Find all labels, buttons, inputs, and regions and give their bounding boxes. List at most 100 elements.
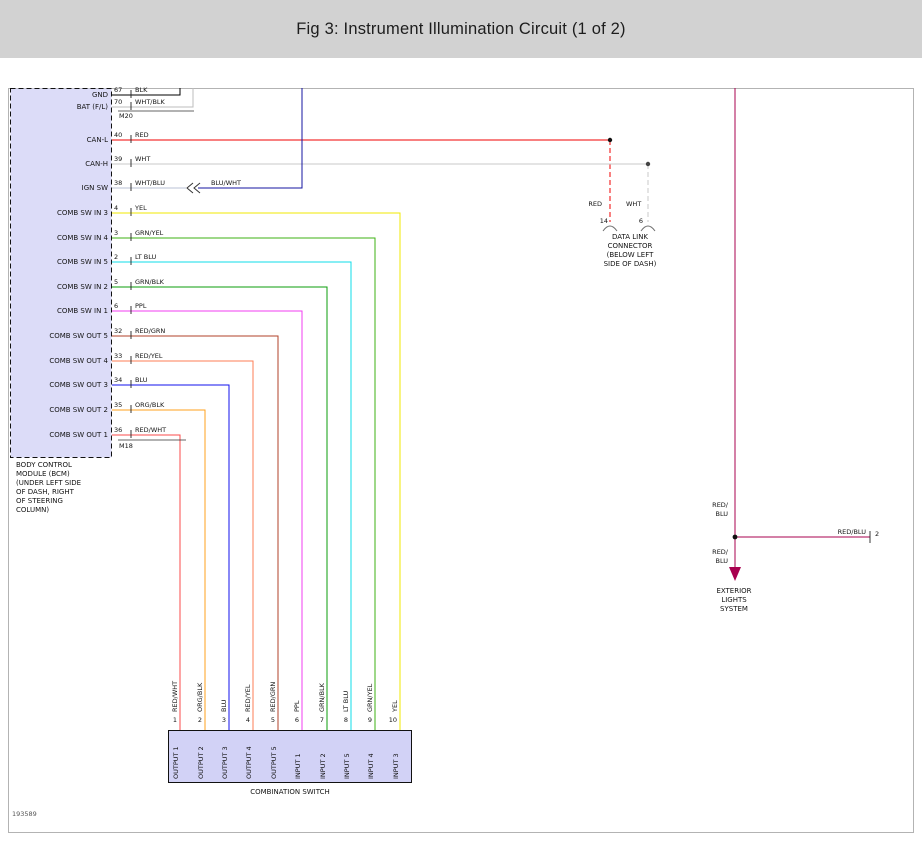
- wire-comb-sw-out5-red-grn: [112, 335, 279, 730]
- bcm-pin-number: 32: [114, 327, 123, 335]
- dlc-wire-red: RED: [588, 200, 602, 208]
- wire-label-after-connector: BLU/WHT: [211, 179, 241, 187]
- bcm-signal-comb-sw-in-2: COMB SW IN 2: [56, 283, 108, 291]
- bcm-pin-number: 2: [114, 253, 119, 261]
- bcm-signal-comb-sw-in-3: COMB SW IN 3: [56, 209, 108, 217]
- switch-terminal-name: OUTPUT 2: [197, 746, 205, 779]
- switch-pin-number: 8: [343, 716, 348, 724]
- red-blu-label-lower: RED/: [712, 548, 728, 556]
- figure-title: Fig 3: Instrument Illumination Circuit (…: [296, 19, 626, 38]
- bcm-pin-number: 6: [114, 302, 119, 310]
- bcm-connector-m18: M18: [119, 442, 133, 450]
- wire-label: WHT/BLK: [135, 98, 165, 106]
- switch-terminal-name: OUTPUT 5: [270, 746, 278, 779]
- combination-switch-box: [168, 730, 412, 783]
- bcm-signal-comb-sw-in-1: COMB SW IN 1: [56, 307, 108, 315]
- exterior-lights-caption-line: EXTERIOR: [716, 587, 752, 595]
- switch-terminal-name: OUTPUT 3: [221, 746, 229, 779]
- red-blu-label-lower: BLU: [715, 557, 728, 565]
- red-blu-label-upper: BLU: [715, 510, 728, 518]
- bcm-signal-comb-sw-out-3: COMB SW OUT 3: [49, 381, 108, 389]
- switch-pin-number: 3: [221, 716, 226, 724]
- drawing-number: 193589: [12, 810, 37, 818]
- dlc-wire-wht: WHT: [626, 200, 642, 208]
- wire-comb-sw-in1-ppl: [112, 310, 303, 730]
- switch-terminal-name: INPUT 4: [367, 753, 375, 779]
- connector-bracket-lines: [118, 110, 194, 441]
- switch-pin-number: 2: [197, 716, 202, 724]
- wire-label: BLK: [135, 86, 148, 94]
- bcm-connector-m20: M20: [119, 112, 133, 120]
- bcm-pin-number: 39: [114, 155, 123, 163]
- dlc-connector-arcs-icon: [602, 225, 656, 232]
- red-blu-label-upper: RED/: [712, 501, 728, 509]
- wire-label: RED/GRN: [135, 327, 166, 335]
- bcm-signal-comb-sw-out-4: COMB SW OUT 4: [49, 357, 108, 365]
- dlc-caption-line: (BELOW LEFT: [606, 251, 654, 259]
- bcm-caption-line: COLUMN): [16, 506, 50, 514]
- vertical-wire-label: YEL: [391, 700, 399, 712]
- bcm-pin-number: 5: [114, 278, 119, 286]
- wire-label: RED/WHT: [135, 426, 167, 434]
- bcm-signal-comb-sw-out-5: COMB SW OUT 5: [49, 332, 108, 340]
- vertical-wire-label: PPL: [293, 700, 301, 712]
- branch-wire-label: RED/BLU: [837, 528, 866, 536]
- switch-terminal-name: OUTPUT 1: [172, 746, 180, 779]
- bcm-caption-line: OF STEERING: [16, 497, 63, 505]
- bcm-caption-line: BODY CONTROL: [16, 461, 72, 469]
- title-bar: Fig 3: Instrument Illumination Circuit (…: [0, 0, 922, 58]
- bcm-signal-comb-sw-out-2: COMB SW OUT 2: [49, 406, 108, 414]
- wire-label: BLU: [135, 376, 148, 384]
- switch-pin-number: 10: [388, 716, 397, 724]
- bcm-signal-gnd: GND: [91, 91, 108, 99]
- bcm-signal-ign-sw: IGN SW: [81, 184, 108, 192]
- bcm-signal-comb-sw-in-5: COMB SW IN 5: [56, 258, 108, 266]
- switch-terminal-name: INPUT 5: [343, 753, 351, 779]
- bcm-pin-number: 3: [114, 229, 119, 237]
- junction-dot: [732, 534, 738, 540]
- wire-label: RED/YEL: [135, 352, 163, 360]
- wire-comb-sw-out3-blu: [112, 384, 230, 730]
- bcm-signal-can-l: CAN-L: [86, 136, 108, 144]
- bcm-pin-number: 36: [114, 426, 123, 434]
- bcm-caption-line: (UNDER LEFT SIDE: [16, 479, 82, 487]
- bcm-pin-number: 33: [114, 352, 123, 360]
- wire-label: YEL: [135, 204, 147, 212]
- switch-pin-number: 9: [367, 716, 372, 724]
- wire-comb-sw-out1-red-wht: [112, 434, 181, 730]
- switch-pin-number: 4: [245, 716, 250, 724]
- bcm-pin-number: 70: [114, 98, 123, 106]
- bcm-caption-line: OF DASH, RIGHT: [16, 488, 74, 496]
- bcm-pin-number: 4: [114, 204, 119, 212]
- switch-terminal-name: INPUT 3: [392, 753, 400, 779]
- wire-label: GRN/YEL: [135, 229, 164, 237]
- wire-comb-sw-in4-grn-yel: [112, 237, 376, 730]
- wire-label: WHT/BLU: [135, 179, 165, 187]
- junction-dot: [607, 137, 613, 143]
- wire-label: ORG/BLK: [135, 401, 165, 409]
- wire-comb-sw-in3-yel: [112, 212, 401, 730]
- wire-label: GRN/BLK: [135, 278, 164, 286]
- wire-comb-sw-out2-org-blk: [112, 409, 206, 730]
- vertical-wire-label: RED/YEL: [244, 684, 252, 712]
- wire-ign-sw-blu-wht: [198, 88, 303, 189]
- diagram-frame: [8, 88, 914, 833]
- bcm-box: [10, 88, 112, 458]
- wire-label: RED: [135, 131, 149, 139]
- dlc-caption-line: SIDE OF DASH): [603, 260, 657, 268]
- vertical-wire-label: ORG/BLK: [196, 682, 204, 712]
- vertical-wire-label: GRN/BLK: [318, 683, 326, 712]
- vertical-wire-label: LT BLU: [342, 690, 350, 712]
- wire-comb-sw-in2-grn-blk: [112, 286, 328, 730]
- wire-comb-sw-out4-red-yel: [112, 360, 254, 730]
- combination-switch-label: COMBINATION SWITCH: [250, 788, 330, 796]
- wire-label: PPL: [135, 302, 147, 310]
- dlc-caption-line: DATA LINK: [611, 233, 649, 241]
- bcm-pin-number: 67: [114, 86, 123, 94]
- wire-gnd-blk: [112, 88, 181, 96]
- branch-pin-number: 2: [875, 530, 880, 538]
- vertical-wire-label: GRN/YEL: [366, 683, 374, 712]
- dlc-pin-6: 6: [638, 217, 643, 225]
